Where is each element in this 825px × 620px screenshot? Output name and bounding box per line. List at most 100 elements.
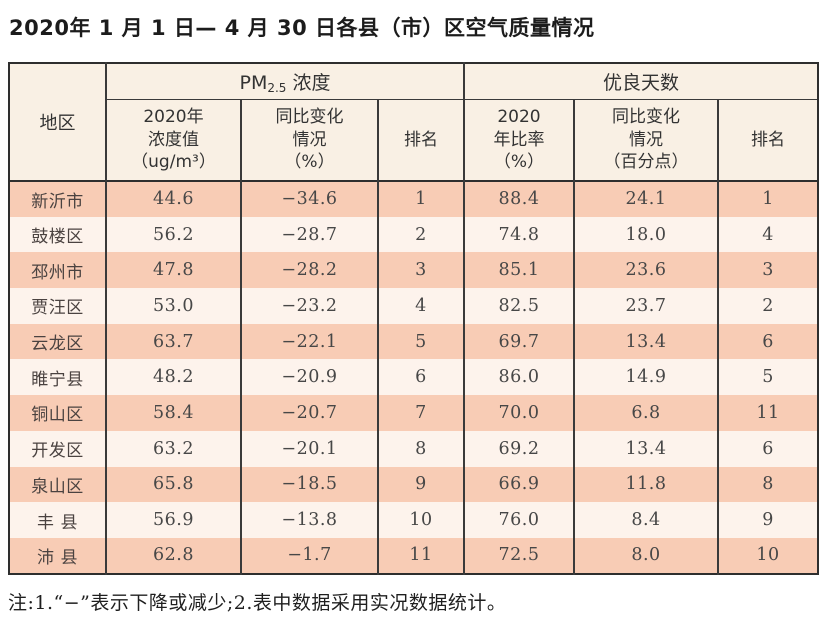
good-change-cell: 6.8: [573, 395, 718, 431]
good-change-cell: 23.6: [573, 252, 718, 289]
table-row: 邳州市 47.8 −28.2 3 85.1 23.6 3: [9, 252, 819, 289]
air-quality-table: 地区 PM2.5 浓度 优良天数 2020年 浓度值 （ug/m³） 同比变化 …: [8, 62, 820, 575]
table-row: 开发区 63.2 −20.1 8 69.2 13.4 6: [9, 430, 819, 467]
good-rank-cell: 9: [716, 502, 819, 538]
pm-change-cell: −28.7: [240, 216, 378, 253]
pm-rank-cell: 8: [377, 430, 464, 467]
good-rate-cell: 72.5: [463, 537, 574, 574]
table-row: 铜山区 58.4 −20.7 7 70.0 6.8 11: [9, 395, 819, 431]
good-change-cell: 11.8: [573, 466, 718, 503]
good-rank-cell: 8: [716, 466, 819, 503]
table-row: 丰 县 56.9 −13.8 10 76.0 8.4 9: [9, 502, 819, 538]
pm-change-cell: −23.2: [240, 288, 378, 324]
pm-rank-cell: 1: [377, 181, 464, 217]
table-row: 沛 县 62.8 −1.7 11 72.5 8.0 10: [9, 537, 819, 574]
pm-subscript: 2.5: [267, 80, 287, 95]
pm-change-cell: −20.7: [240, 395, 378, 431]
pm-change-cell: −20.1: [240, 430, 378, 467]
good-change-cell: 14.9: [573, 359, 718, 396]
region-cell: 铜山区: [9, 395, 106, 431]
region-cell: 泉山区: [9, 466, 106, 503]
good-rank-cell: 4: [716, 216, 819, 253]
col-header-good-change: 同比变化 情况 （百分点）: [573, 99, 718, 181]
table-row: 贾汪区 53.0 −23.2 4 82.5 23.7 2: [9, 288, 819, 324]
pm-value-cell: 63.7: [105, 323, 241, 360]
group-header-row: 地区 PM2.5 浓度 优良天数: [9, 63, 819, 181]
good-change-cell: 13.4: [573, 430, 718, 467]
pm-rank-cell: 10: [377, 502, 464, 538]
region-cell: 沛 县: [9, 537, 106, 574]
good-change-cell: 8.4: [573, 502, 718, 538]
good-change-cell: 13.4: [573, 323, 718, 360]
good-rate-cell: 69.7: [463, 323, 574, 360]
good-rate-cell: 82.5: [463, 288, 574, 324]
region-cell: 云龙区: [9, 323, 106, 360]
col-header-pm-value: 2020年 浓度值 （ug/m³）: [105, 99, 241, 181]
region-cell: 贾汪区: [9, 288, 106, 324]
pm-rank-cell: 7: [377, 395, 464, 431]
pm-change-cell: −22.1: [240, 323, 378, 360]
col-header-good-rank: 排名: [716, 99, 819, 181]
sub-header-row: 2020年 浓度值 （ug/m³） 同比变化 情况 （%） 排名 2020 年比…: [9, 99, 819, 181]
pm-value-cell: 47.8: [105, 252, 241, 289]
good-change-cell: 23.7: [573, 288, 718, 324]
pm-change-cell: −13.8: [240, 502, 378, 538]
col-header-region: 地区: [9, 63, 106, 181]
good-rate-cell: 88.4: [463, 181, 574, 217]
pm-value-cell: 44.6: [105, 181, 241, 217]
good-rate-cell: 86.0: [463, 359, 574, 396]
pm-value-cell: 48.2: [105, 359, 241, 396]
pm-change-cell: −28.2: [240, 252, 378, 289]
pm-value-cell: 56.2: [105, 216, 241, 253]
good-change-cell: 8.0: [573, 537, 718, 574]
col-group-good-days: 优良天数: [462, 63, 819, 100]
table-row: 泉山区 65.8 −18.5 9 66.9 11.8 8: [9, 466, 819, 503]
pm-change-cell: −20.9: [240, 359, 378, 396]
pm-change-cell: −1.7: [240, 537, 378, 574]
good-rate-cell: 66.9: [463, 466, 574, 503]
good-rank-cell: 11: [716, 395, 819, 431]
good-rank-cell: 6: [716, 430, 819, 467]
pm-change-cell: −18.5: [240, 466, 378, 503]
region-cell: 丰 县: [9, 502, 106, 538]
col-header-pm-change: 同比变化 情况 （%）: [240, 99, 378, 181]
pm-rank-cell: 2: [377, 216, 464, 253]
pm-rank-cell: 4: [377, 288, 464, 324]
pm-value-cell: 56.9: [105, 502, 241, 538]
footnote: 注:1.“−”表示下降或减少;2.表中数据采用实况数据统计。: [8, 592, 507, 614]
pm-value-cell: 63.2: [105, 430, 241, 467]
good-rate-cell: 74.8: [463, 216, 574, 253]
table-row: 睢宁县 48.2 −20.9 6 86.0 14.9 5: [9, 359, 819, 396]
col-header-pm-rank: 排名: [377, 99, 464, 181]
region-cell: 睢宁县: [9, 359, 106, 396]
pm-value-cell: 58.4: [105, 395, 241, 431]
pm-rank-cell: 11: [377, 537, 464, 574]
pm-rank-cell: 6: [377, 359, 464, 396]
good-change-cell: 18.0: [573, 216, 718, 253]
pm-label: PM: [239, 71, 268, 94]
good-change-cell: 24.1: [573, 181, 718, 217]
table-row: 鼓楼区 56.2 −28.7 2 74.8 18.0 4: [9, 216, 819, 253]
pm-label-suffix: 浓度: [286, 71, 331, 94]
page-title: 2020年 1 月 1 日— 4 月 30 日各县（市）区空气质量情况: [9, 16, 595, 40]
col-header-good-rate: 2020 年比率 （%）: [463, 99, 574, 181]
good-rank-cell: 3: [716, 252, 819, 289]
good-rank-cell: 1: [716, 181, 819, 217]
region-cell: 新沂市: [9, 181, 106, 217]
pm-rank-cell: 5: [377, 323, 464, 360]
pm-change-cell: −34.6: [240, 181, 378, 217]
pm-value-cell: 53.0: [105, 288, 241, 324]
good-rate-cell: 70.0: [463, 395, 574, 431]
table-body: 新沂市 44.6 −34.6 1 88.4 24.1 1 鼓楼区 56.2 −28.7 2 74.8 1…: [9, 181, 819, 574]
good-rank-cell: 6: [716, 323, 819, 360]
region-cell: 开发区: [9, 430, 106, 467]
good-rate-cell: 76.0: [463, 502, 574, 538]
good-rate-cell: 69.2: [463, 430, 574, 467]
good-rank-cell: 2: [716, 288, 819, 324]
pm-rank-cell: 3: [377, 252, 464, 289]
good-rank-cell: 10: [716, 537, 819, 574]
region-cell: 邳州市: [9, 252, 106, 289]
pm-rank-cell: 9: [377, 466, 464, 503]
table-header: 地区 PM2.5 浓度 优良天数 2020年 浓度值 （ug/m³） 同比变化 …: [9, 63, 819, 181]
